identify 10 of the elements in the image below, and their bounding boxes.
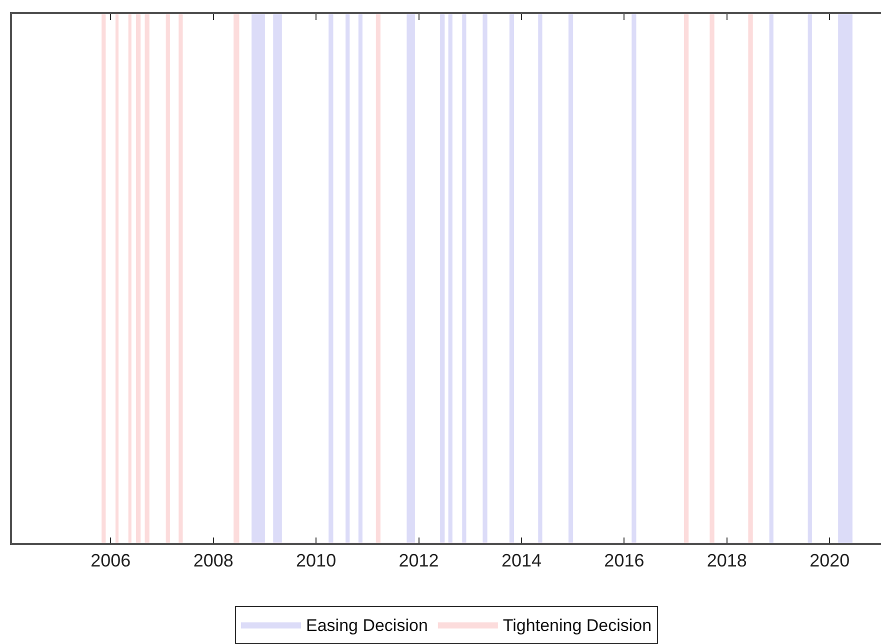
x-tick-label: 2008 — [193, 550, 234, 570]
x-tick-label: 2012 — [398, 550, 439, 570]
x-tick-label: 2016 — [604, 550, 644, 570]
x-tick-label: 2018 — [706, 550, 747, 570]
legend-label: Tightening Decision — [502, 616, 652, 636]
x-tick-label: 2010 — [296, 550, 336, 570]
x-tick-label: 2020 — [810, 550, 850, 570]
legend-label: Easing Decision — [306, 616, 428, 636]
x-tick-label: 2006 — [90, 550, 131, 570]
x-tick-label: 2014 — [501, 550, 542, 570]
